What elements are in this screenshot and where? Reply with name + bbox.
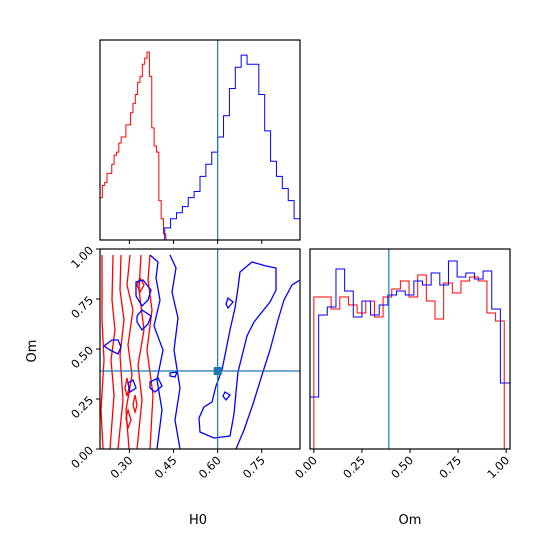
red-contour-line: [132, 394, 138, 415]
blue-contour-line: [136, 309, 152, 332]
h0-om-contour-panel: 0.30 0.45 0.60 0.75 0.00 0.25 0.50 0.75 1.00: [68, 243, 301, 481]
blue-h0-histogram-series: [100, 54, 300, 240]
red-contour-line: [136, 254, 145, 449]
blue-contour-line: [198, 261, 277, 439]
h0-histogram-frame: [99, 39, 301, 241]
red-contour-line: [100, 255, 105, 449]
red-contour-line: [109, 254, 116, 449]
contour-ytick-label: 0.50: [68, 343, 96, 371]
blue-contour-line: [225, 296, 234, 310]
blue-contour-line: [235, 279, 300, 449]
blue-contour-line: [149, 254, 164, 449]
axis-labels: H0 Om Om: [25, 340, 421, 528]
red-om-histogram-series: [313, 274, 505, 449]
contour-ytick-label: 1.00: [68, 243, 96, 271]
red-contour-line: [136, 276, 145, 294]
red-contour-line: [125, 407, 132, 431]
h0-histogram-panel: [99, 39, 301, 244]
blue-contour-line: [135, 279, 152, 308]
contour-xtick-label: 0.30: [108, 453, 136, 481]
x-axis-label-om: Om: [399, 513, 422, 528]
x-axis-label-h0: H0: [189, 513, 207, 528]
red-h0-histogram-series: [100, 51, 167, 240]
red-contour-line: [125, 254, 134, 449]
blue-contour-line: [222, 391, 231, 402]
blue-contour-line: [127, 379, 137, 394]
blue-contour-line: [169, 254, 181, 449]
red-contour-line: [146, 254, 154, 449]
y-axis-label-om: Om: [25, 340, 40, 363]
contour-xtick-label: 0.60: [196, 453, 224, 481]
truth-marker: [213, 367, 222, 375]
contour-xtick-label: 0.75: [240, 453, 268, 481]
om-hist-xtick-label: 0.75: [436, 453, 464, 481]
blue-contour-line: [149, 377, 163, 393]
om-hist-xtick-label: 0.00: [292, 453, 320, 481]
blue-contour-line: [102, 339, 122, 355]
om-hist-xtick-label: 0.25: [340, 453, 368, 481]
contour-ytick-label: 0.75: [68, 293, 96, 321]
om-histogram-panel: 0.00 0.25 0.50 0.75 1.00: [292, 248, 512, 481]
blue-contour-line: [169, 371, 179, 378]
blue-om-histogram-series: [310, 260, 510, 449]
contour-xtick-label: 0.45: [152, 453, 180, 481]
om-hist-xtick-label: 1.00: [484, 453, 512, 481]
contour-ytick-label: 0.00: [68, 443, 96, 471]
contour-ytick-label: 0.25: [68, 393, 96, 421]
red-contour-line: [117, 254, 125, 449]
om-hist-xtick-label: 0.50: [388, 453, 416, 481]
